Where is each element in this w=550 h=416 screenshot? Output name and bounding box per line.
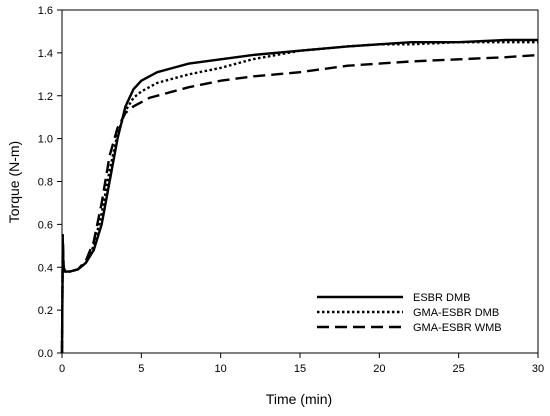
x-axis-title: Time (min) [266, 391, 332, 407]
series-line-2 [60, 40, 538, 354]
x-tick-label: 5 [138, 363, 144, 375]
series-layer [60, 38, 539, 354]
x-tick-label: 30 [532, 363, 544, 375]
x-tick-label: 20 [373, 363, 385, 375]
y-tick-label: 0.4 [38, 262, 53, 274]
y-tick-label: 0.8 [38, 177, 53, 189]
y-tick-label: 0.6 [38, 219, 53, 231]
legend-label-2: GMA-ESBR DMB [413, 307, 499, 319]
x-tick-label: 15 [294, 363, 306, 375]
y-tick-label: 1.2 [38, 91, 53, 103]
x-tick-label: 10 [215, 363, 227, 375]
y-tick-label: 1.6 [38, 5, 53, 17]
series-line-3 [60, 53, 539, 354]
y-tick-label: 0.2 [38, 305, 53, 317]
legend: ESBR DMB GMA-ESBR DMB GMA-ESBR WMB [317, 292, 502, 334]
x-tick-label: 25 [453, 363, 465, 375]
x-axis: 0 5 10 15 20 25 30 [59, 353, 544, 375]
legend-label-1: ESBR DMB [413, 292, 470, 304]
y-axis-title: Torque (N-m) [6, 141, 22, 223]
y-tick-label: 0.0 [38, 348, 53, 360]
y-tick-label: 1.4 [38, 48, 53, 60]
x-tick-label: 0 [59, 363, 65, 375]
y-tick-label: 1.0 [38, 134, 53, 146]
y-axis: 0.0 0.2 0.4 0.6 0.8 1.0 1.2 1.4 1.6 [38, 5, 62, 360]
legend-label-3: GMA-ESBR WMB [413, 322, 502, 334]
